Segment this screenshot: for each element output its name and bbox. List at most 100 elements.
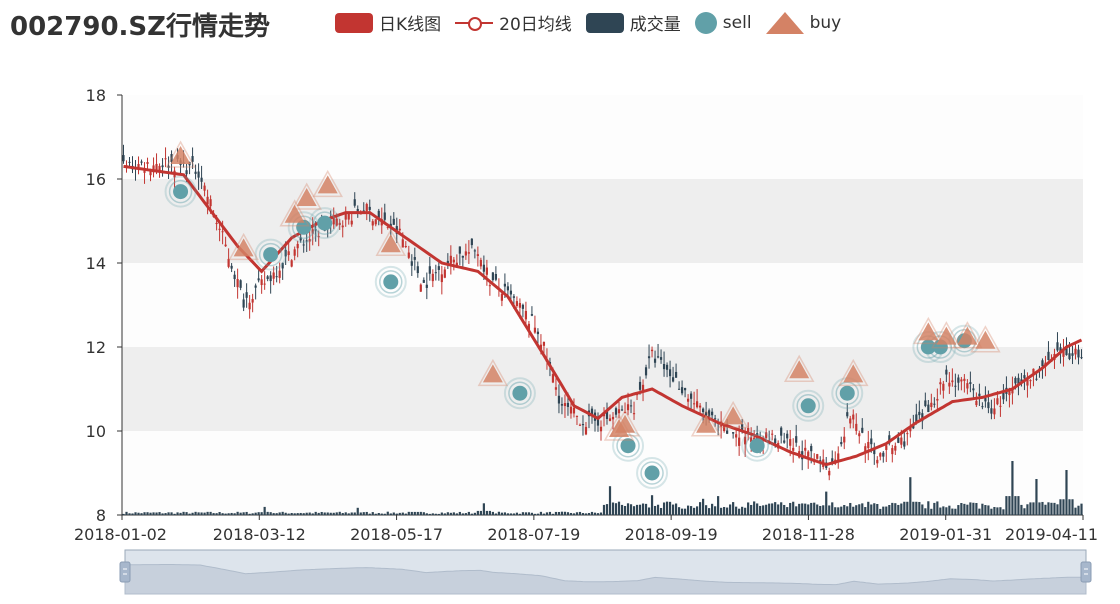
candle-body — [741, 423, 744, 432]
x-tick-label: 2018-03-12 — [213, 525, 306, 544]
legend-item-1[interactable]: 20日均线 — [455, 10, 572, 35]
slider-handle-right[interactable] — [1080, 561, 1092, 583]
volume-bar — [668, 501, 672, 515]
candle-body — [419, 284, 422, 292]
candle-body — [921, 413, 924, 422]
candle-body — [413, 257, 416, 260]
candle-body — [867, 441, 870, 449]
volume-bar — [954, 508, 957, 515]
volume-bar — [738, 508, 741, 515]
volume-bar — [140, 513, 143, 515]
volume-bar — [876, 504, 879, 515]
volume-bar — [206, 511, 209, 515]
candle-body — [623, 411, 627, 413]
candle-body — [602, 414, 606, 417]
candle-body — [377, 210, 380, 219]
volume-bar — [326, 512, 329, 515]
volume-bar — [804, 503, 807, 515]
candle-body — [990, 408, 993, 414]
candle-body — [332, 216, 335, 225]
volume-bar — [377, 513, 380, 515]
candle-body — [185, 170, 188, 175]
candle-body — [425, 284, 428, 288]
sell-ripple — [741, 429, 774, 462]
volume-bar — [702, 498, 705, 515]
candle-body — [275, 276, 278, 278]
slider-handle-left[interactable] — [119, 561, 131, 583]
volume-bar — [272, 513, 275, 515]
volume-bar — [680, 508, 684, 515]
candle-body — [1032, 368, 1035, 376]
volume-bar — [221, 513, 224, 515]
grid-band — [122, 263, 1083, 347]
candle-body — [876, 459, 879, 464]
volume-bar — [485, 510, 488, 515]
volume-bar — [614, 503, 618, 515]
volume-bar — [765, 504, 768, 515]
candle-body — [918, 411, 921, 416]
candle-body — [614, 408, 618, 415]
volume-bar — [137, 512, 140, 515]
candle-body — [665, 364, 669, 370]
buy-marker — [317, 175, 338, 194]
candle-body — [1080, 357, 1083, 359]
volume-bar — [1041, 501, 1044, 515]
candle-body — [903, 441, 906, 447]
candle-body — [786, 433, 789, 439]
candle-body — [641, 384, 645, 392]
buy-ripple — [970, 325, 1001, 353]
sell-ripple — [796, 394, 820, 418]
volume-bar — [978, 508, 981, 515]
volume-bar — [242, 512, 245, 515]
volume-bar — [948, 505, 951, 515]
volume-bar — [404, 513, 407, 515]
volume-bar — [539, 511, 543, 515]
buy-marker — [975, 330, 996, 349]
candle-body — [452, 259, 455, 263]
volume-bar — [846, 506, 849, 515]
volume-bar — [756, 503, 759, 515]
candle-body — [575, 415, 579, 417]
volume-bar — [425, 513, 428, 515]
candle-body — [852, 414, 855, 420]
volume-bar — [329, 512, 332, 515]
candle-body — [738, 437, 741, 446]
legend-item-0[interactable]: 日K线图 — [335, 10, 441, 35]
legend-item-4[interactable]: buy — [765, 11, 841, 34]
volume-bar — [720, 507, 723, 515]
slider-shadow-area — [124, 564, 1087, 595]
x-tick-label: 2018-09-19 — [625, 525, 718, 544]
candle-body — [242, 299, 245, 308]
volume-bar — [194, 511, 197, 515]
y-tick-label: 14 — [86, 254, 106, 273]
candle-body — [269, 275, 272, 282]
sell-marker — [263, 247, 279, 263]
candle-body — [972, 388, 975, 391]
volume-bar — [458, 511, 461, 515]
volume-bar — [173, 513, 176, 515]
legend-item-3[interactable]: sell — [694, 11, 752, 34]
volume-bar — [245, 511, 248, 515]
volume-bar — [293, 513, 296, 515]
candle-body — [1035, 378, 1038, 380]
candle-body — [650, 349, 654, 352]
volume-bar — [590, 511, 594, 515]
volume-bar — [353, 512, 356, 515]
volume-bar — [999, 507, 1002, 515]
candle-body — [164, 158, 167, 160]
candle-body — [671, 377, 675, 382]
candle-body — [383, 212, 386, 220]
legend-item-2[interactable]: 成交量 — [585, 10, 681, 35]
candle-body — [470, 238, 473, 246]
candle-body — [1017, 377, 1020, 384]
candle-body — [611, 416, 615, 420]
volume-bar — [900, 503, 903, 515]
volume-bar — [1044, 504, 1047, 515]
ma20-line — [123, 164, 1083, 467]
volume-bar — [482, 503, 485, 515]
candle-body — [440, 274, 443, 283]
volume-bar — [972, 502, 975, 515]
x-tick-label: 2019-04-11 — [1005, 525, 1098, 544]
volume-bar — [849, 502, 852, 515]
